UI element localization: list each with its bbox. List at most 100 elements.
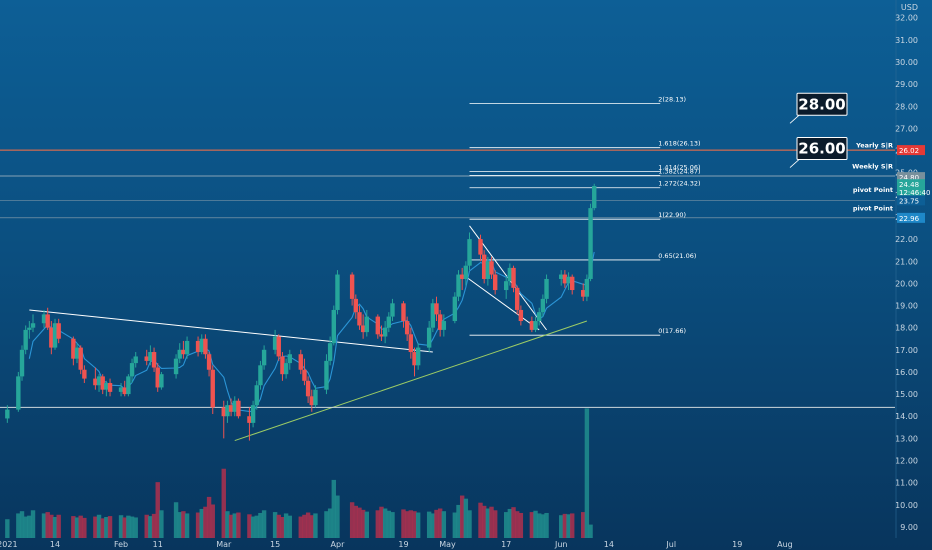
volume-bar	[5, 519, 10, 538]
candle	[254, 380, 259, 410]
candle-body	[203, 338, 208, 355]
candle	[177, 343, 182, 364]
candle	[71, 336, 76, 366]
candle	[562, 270, 568, 288]
candle	[503, 276, 509, 299]
candle-body	[401, 303, 406, 322]
candle-body	[503, 281, 509, 291]
volume-bar	[151, 513, 157, 538]
volume-bar	[52, 516, 58, 538]
candle	[584, 274, 590, 302]
volume-bar	[478, 502, 483, 538]
candle	[74, 343, 80, 364]
candle-body	[56, 323, 61, 339]
volume-bar	[327, 508, 333, 538]
candle-body	[133, 356, 138, 364]
volume-bar	[199, 508, 204, 538]
candle	[5, 405, 10, 423]
candle	[16, 371, 21, 412]
volume-bar	[258, 512, 263, 538]
candle-body	[324, 360, 329, 390]
fib-level-label: 1.382(24.87)	[658, 168, 700, 176]
volume-bar	[503, 512, 509, 538]
candle	[386, 312, 392, 333]
volume-bar	[206, 496, 212, 538]
candle-body	[511, 267, 516, 288]
candle-body	[71, 338, 76, 359]
volume-bar	[540, 514, 546, 538]
candle-body	[305, 380, 311, 397]
trendline	[234, 320, 588, 442]
price-tag-box	[897, 187, 925, 198]
annotation-label: Yearly S|R	[855, 142, 893, 151]
y-tick-label: 13.00	[895, 434, 918, 443]
candle-body	[481, 254, 487, 279]
candle-body	[93, 378, 98, 386]
candle	[133, 352, 138, 368]
volume-bar	[74, 517, 80, 538]
candle	[155, 363, 160, 392]
candle-body	[559, 274, 564, 279]
callout-pointer	[789, 114, 800, 124]
candle	[247, 407, 252, 441]
candle-body	[489, 261, 494, 275]
candle	[52, 318, 58, 350]
volume-bar	[203, 506, 208, 538]
candle	[481, 250, 487, 284]
volume-bar	[489, 506, 494, 538]
x-tick-label: Mar	[216, 540, 232, 549]
volume-bar	[357, 507, 362, 538]
candle	[206, 352, 212, 377]
candle-body	[177, 349, 182, 359]
candle-body	[441, 321, 447, 330]
candle-body	[5, 409, 10, 419]
price-tag-label: 12:46:40	[899, 189, 930, 197]
y-tick-label: 16.00	[895, 368, 918, 377]
candle	[298, 349, 303, 375]
candle-body	[199, 338, 204, 353]
candle	[357, 305, 362, 330]
x-tick-label: 19	[398, 540, 408, 549]
candle-body	[327, 343, 333, 361]
volume-bar	[78, 515, 83, 538]
candle	[129, 358, 135, 384]
volume-bar	[335, 495, 340, 538]
fib-level-label: 0(17.66)	[658, 327, 686, 335]
candle-body	[173, 358, 179, 375]
candle	[408, 327, 414, 359]
candle-body	[247, 416, 252, 423]
volume-bar	[588, 524, 593, 538]
candle-body	[181, 349, 186, 355]
volume-bar	[426, 511, 432, 538]
candle	[514, 285, 520, 315]
volume-bar	[566, 514, 571, 538]
volume-bar	[173, 502, 179, 538]
candle	[364, 309, 370, 337]
y-tick-label: 32.00	[895, 14, 918, 23]
candle-body	[430, 303, 436, 328]
fib-level-label: 1.272(24.32)	[658, 180, 700, 188]
fib-level-label: 1.618(26.13)	[658, 140, 700, 148]
candle	[82, 365, 87, 384]
x-tick-label: Jul	[665, 540, 676, 549]
volume-bar	[390, 512, 395, 538]
price-tag-box	[897, 212, 925, 223]
volume-bar	[581, 512, 586, 538]
candle-body	[287, 354, 292, 364]
candle	[104, 380, 109, 397]
volume-bar	[159, 510, 164, 538]
candle-body	[537, 312, 542, 322]
volume-bar	[287, 515, 292, 538]
volume-bar	[386, 510, 392, 538]
volume-bar	[492, 510, 498, 538]
candle	[507, 263, 513, 286]
candle	[452, 292, 458, 324]
candle	[404, 316, 410, 341]
candle	[489, 256, 494, 279]
candle-body	[360, 325, 366, 333]
candle	[30, 314, 36, 333]
volume-bar	[276, 514, 281, 538]
candle	[195, 336, 201, 357]
candle-body	[250, 405, 256, 423]
